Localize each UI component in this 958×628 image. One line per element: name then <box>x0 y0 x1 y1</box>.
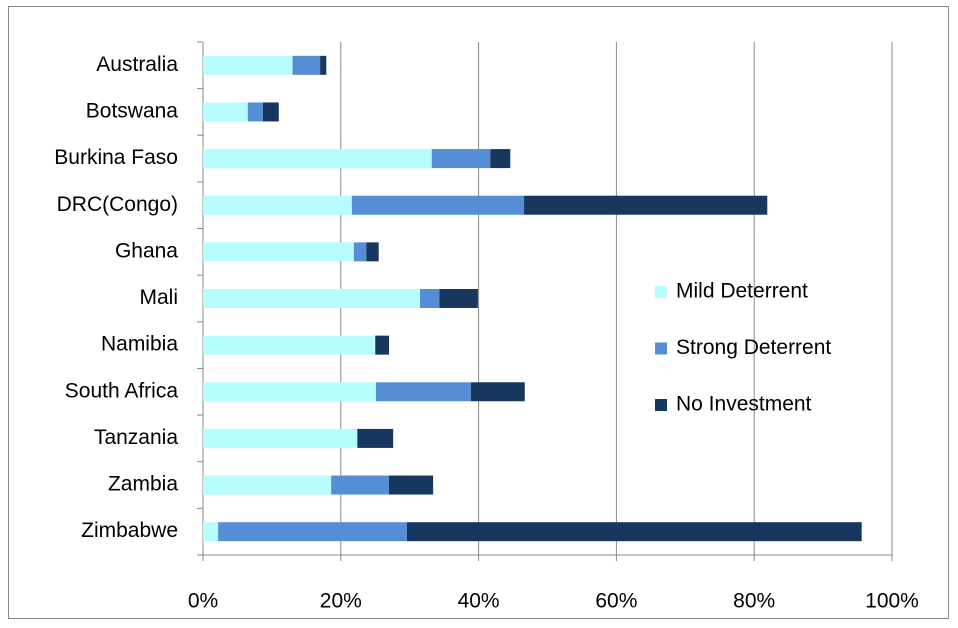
bar-segment <box>203 102 248 122</box>
x-tick-label: 80% <box>733 590 775 613</box>
bar-segment <box>203 289 421 308</box>
legend-label: Strong Deterrent <box>676 336 831 359</box>
bar-segment <box>353 242 367 262</box>
bar-segment <box>203 55 293 75</box>
y-tick-label: Australia <box>96 53 178 76</box>
bar-segment <box>524 195 768 215</box>
legend-label: Mild Deterrent <box>676 280 808 303</box>
y-tick-label: Burkina Faso <box>54 146 178 169</box>
bar-segment <box>203 382 376 402</box>
bar-segment <box>471 382 525 402</box>
bar-segment <box>247 102 263 122</box>
bar-segment <box>351 195 525 215</box>
y-tick-label: South Africa <box>65 379 179 402</box>
x-tick-label: 40% <box>458 590 500 613</box>
bar-segment <box>262 102 279 122</box>
legend-swatch <box>655 342 667 355</box>
bar-segment <box>203 195 352 215</box>
y-tick-label: Zimbabwe <box>81 519 178 542</box>
x-tick-label: 100% <box>865 590 919 613</box>
bar-segment <box>375 382 472 402</box>
bar-segment <box>375 335 390 355</box>
bar-segment <box>490 149 511 169</box>
bar-segment <box>366 242 379 262</box>
legend-swatch <box>655 286 667 298</box>
bar-segment <box>439 289 478 308</box>
bar-segment <box>420 289 440 308</box>
y-tick-label: Tanzania <box>94 426 178 449</box>
legend-label: No Investment <box>676 393 812 416</box>
bar-segment <box>203 242 354 262</box>
bar-segment <box>292 55 321 75</box>
y-tick-label: Botswana <box>86 100 179 123</box>
legend-swatch <box>655 399 667 411</box>
y-tick-label: Mali <box>139 286 178 309</box>
bar-segment <box>389 475 434 495</box>
bar-segment <box>203 522 219 542</box>
y-tick-label: Namibia <box>101 333 178 356</box>
bar-segment <box>203 428 358 448</box>
y-tick-label: Zambia <box>108 473 178 496</box>
x-tick-label: 20% <box>320 590 362 613</box>
bar-segment <box>357 428 394 448</box>
bar-segment <box>320 55 327 75</box>
bar-segment <box>406 522 862 542</box>
bar-segment <box>203 335 376 355</box>
bar-segment <box>331 475 390 495</box>
y-tick-label: DRC(Congo) <box>57 193 178 216</box>
bar-segment <box>203 149 432 169</box>
bar-segment <box>431 149 491 169</box>
bar-segment <box>218 522 407 542</box>
bar-segment <box>203 475 332 495</box>
x-tick-label: 60% <box>595 590 637 613</box>
x-tick-label: 0% <box>188 590 218 613</box>
y-tick-label: Ghana <box>115 239 178 262</box>
